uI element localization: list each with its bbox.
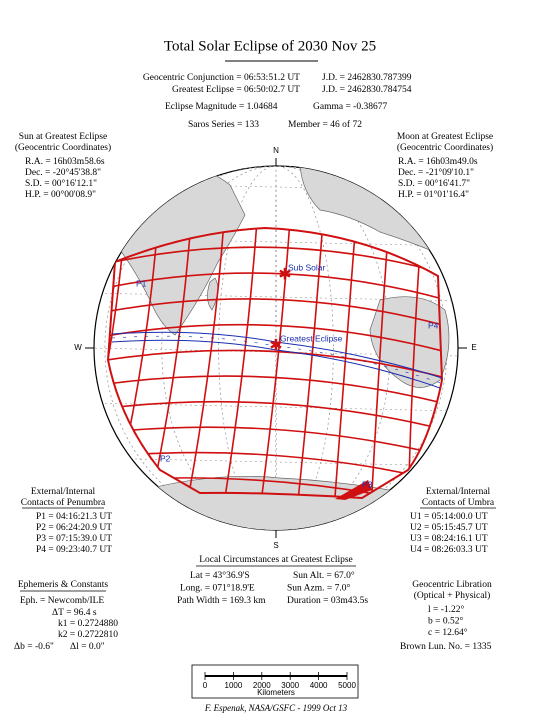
panel-line: R.A. = 16h03m58.6s — [25, 157, 105, 167]
panel-heading: Sun at Greatest Eclipse — [19, 132, 107, 142]
contact-label: P4 — [428, 320, 439, 330]
penumbra-meridian — [370, 228, 390, 498]
libration-line: c = 12.64° — [428, 627, 468, 638]
panel-line: U2 = 05:15:45.7 UT — [410, 523, 488, 533]
local-item: Path Width = 169.3 km — [177, 596, 266, 606]
penumbra-meridian — [296, 228, 324, 498]
panel-heading: Contacts of Umbra — [422, 497, 495, 508]
scale-label: 1000 — [225, 681, 243, 690]
compass-label: E — [471, 343, 476, 352]
header-item: Eclipse Magnitude = 1.04684 — [165, 102, 278, 112]
libration-heading: (Optical + Physical) — [414, 590, 491, 601]
ephemeris-heading: Ephemeris & Constants — [18, 580, 109, 590]
ephemeris-line: Eph. = Newcomb/ILE — [20, 596, 104, 606]
penumbra-meridian — [333, 228, 357, 498]
header-item: Saros Series = 133 — [188, 120, 259, 130]
penumbra-curve — [108, 400, 442, 432]
meridian — [275, 166, 277, 530]
local-item: Lat = 43°36.9'S — [190, 570, 250, 581]
libration-line: l = -1.22° — [428, 604, 465, 615]
penumbra-curve — [108, 426, 442, 458]
libration-heading: Geocentric Libration — [412, 580, 492, 590]
scale-box — [191, 664, 359, 699]
ephemeris-line: Δl = 0.0" — [70, 642, 105, 652]
globe: ✱ ✱ — [93, 165, 459, 531]
header-item: Member = 46 of 72 — [288, 119, 362, 130]
compass-label: N — [273, 146, 279, 155]
scale-frame — [191, 664, 359, 699]
penumbra-lines — [108, 228, 442, 498]
greatest-eclipse-marker: ✱ — [269, 338, 282, 355]
umbra-centerline — [111, 335, 442, 384]
panel-heading: (Geocentric Coordinates) — [397, 142, 493, 153]
ephemeris-line: Δb = -0.6" — [14, 642, 54, 652]
local-item: Sun Azm. = 7.0° — [287, 583, 350, 594]
header-item: J.D. = 2462830.784754 — [322, 85, 412, 95]
sub-solar-marker: ✱ — [278, 267, 291, 284]
local-item: Long. = 071°18.9'E — [180, 583, 255, 594]
panel-heading: Contacts of Penumbra — [21, 497, 106, 508]
header-item: Greatest Eclipse = 06:50:02.7 UT — [172, 85, 300, 95]
panel-line: R.A. = 16h03m49.0s — [398, 157, 478, 167]
sub-solar-label: Sub Solar — [288, 262, 325, 272]
penumbra-curve — [108, 246, 442, 276]
panel-line: S.D. = 00°16'12.1" — [25, 178, 97, 189]
panel-line: P2 = 06:24:20.9 UT — [36, 523, 112, 533]
penumbra-curve — [108, 272, 442, 302]
local-item: Duration = 03m43.5s — [287, 596, 368, 606]
panel-heading: External/Internal — [31, 487, 96, 497]
penumbra-meridian — [222, 228, 258, 498]
umbra-path-north — [111, 331, 443, 379]
scale-label: 3000 — [281, 681, 299, 690]
panel-line: P4 = 09:23:40.7 UT — [36, 545, 112, 555]
local-heading: Local Circumstances at Greatest Eclipse — [199, 555, 353, 565]
panel-line: Dec. = -20°45'38.8" — [25, 167, 101, 178]
ephemeris-line: k1 = 0.2724880 — [58, 619, 118, 629]
scale-label: 2000 — [253, 681, 271, 690]
penumbra-meridian — [185, 228, 225, 498]
p3-sliver — [335, 480, 372, 500]
panel-line: S.D. = 00°16'41.7" — [398, 178, 470, 189]
panel-line: P3 = 07:15:39.0 UT — [36, 534, 112, 544]
scale-label: 4000 — [310, 681, 328, 690]
contact-label: P2 — [160, 453, 171, 463]
contact-label: P3 — [362, 479, 373, 489]
penumbra-curve — [108, 298, 442, 328]
compass-label: S — [273, 541, 278, 550]
penumbra-boundary — [106, 226, 444, 500]
panel-line: P1 = 04:16:21.3 UT — [36, 512, 112, 522]
panel-line: Dec. = -21°09'10.1" — [398, 167, 474, 178]
scale-label: 0 — [203, 681, 208, 690]
header-item: Gamma = -0.38677 — [313, 102, 387, 112]
panel-line: U1 = 05:14:00.0 UT — [410, 512, 488, 522]
panel-heading: (Geocentric Coordinates) — [15, 142, 111, 153]
libration-line: b = 0.52° — [428, 616, 463, 627]
title: Total Solar Eclipse of 2030 Nov 25 — [164, 38, 376, 54]
panel-line: H.P. = 01°01'16.4" — [398, 189, 469, 200]
scale-unit: Kilometers — [257, 688, 295, 697]
greatest-eclipse-label: Greatest Eclipse — [280, 333, 343, 343]
umbra-path-south — [111, 339, 441, 389]
penumbral-grid — [106, 226, 444, 500]
credit: F. Espenak, NASA/GSFC - 1999 Oct 13 — [204, 703, 348, 713]
scale-label: 5000 — [338, 681, 356, 690]
panel-heading: Moon at Greatest Eclipse — [397, 132, 493, 142]
panel-line: U3 = 08:24:16.1 UT — [410, 534, 488, 544]
meridian — [218, 166, 334, 530]
panel-line: H.P. = 00°00'08.9" — [25, 189, 96, 200]
contact-label: P1 — [136, 278, 147, 288]
compass-label: W — [74, 343, 82, 352]
ephemeris-line: k2 = 0.2722810 — [58, 630, 118, 640]
libration-line: Brown Lun. No. = 1335 — [400, 642, 492, 652]
header-item: J.D. = 2462830.787399 — [322, 73, 412, 83]
ephemeris-line: ΔT = 96.4 s — [52, 608, 97, 618]
header-item: Geocentric Conjunction = 06:53:51.2 UT — [143, 73, 300, 83]
penumbra-curve — [108, 349, 442, 380]
local-item: Sun Alt. = 67.0° — [293, 570, 355, 581]
panel-heading: External/Internal — [426, 487, 491, 497]
panel-line: U4 = 08:26:03.3 UT — [410, 545, 488, 555]
penumbra-meridian — [259, 228, 291, 498]
